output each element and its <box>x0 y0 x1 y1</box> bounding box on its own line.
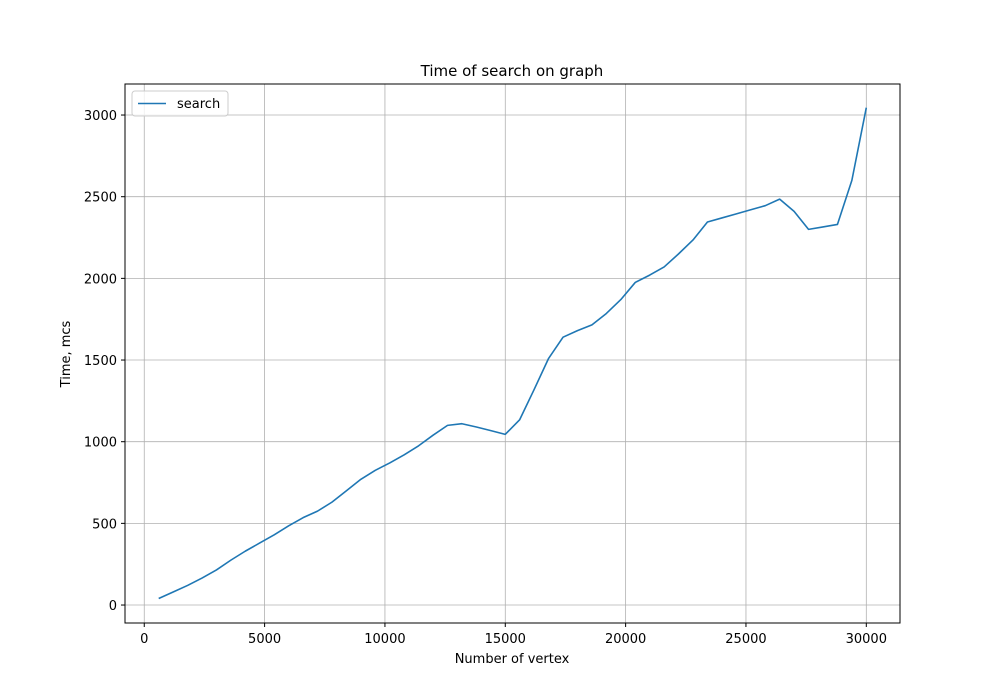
grid <box>125 84 900 623</box>
legend-box <box>131 90 229 117</box>
legend: search <box>131 90 229 117</box>
y-axis-label: Time, mcs <box>59 320 74 388</box>
x-tick-label: 20000 <box>605 632 646 647</box>
y-tick-label: 2500 <box>84 191 117 206</box>
y-tick-label: 1500 <box>84 354 117 369</box>
x-tick-label: 10000 <box>364 632 405 647</box>
y-tick-label: 1000 <box>84 436 117 451</box>
x-tick-label: 5000 <box>248 632 281 647</box>
y-tick-label: 2000 <box>84 272 117 287</box>
x-tick-label: 0 <box>140 632 148 647</box>
y-tick-label: 0 <box>109 599 117 614</box>
series-line-search <box>158 107 868 600</box>
ticks: 0 5000 10000 15000 20000 25000 30000 0 500 1000 15… <box>84 109 887 647</box>
y-tick-label: 500 <box>92 517 117 532</box>
legend-label-search: search <box>177 97 220 112</box>
x-tick-label: 25000 <box>725 632 766 647</box>
x-axis-label: Number of vertex <box>455 652 570 667</box>
x-tick-label: 30000 <box>846 632 887 647</box>
y-tick-label: 3000 <box>84 109 117 124</box>
x-tick-label: 15000 <box>485 632 526 647</box>
plot-frame <box>124 83 901 624</box>
series-layer <box>158 107 868 600</box>
chart-title: Time of search on graph <box>420 62 604 80</box>
